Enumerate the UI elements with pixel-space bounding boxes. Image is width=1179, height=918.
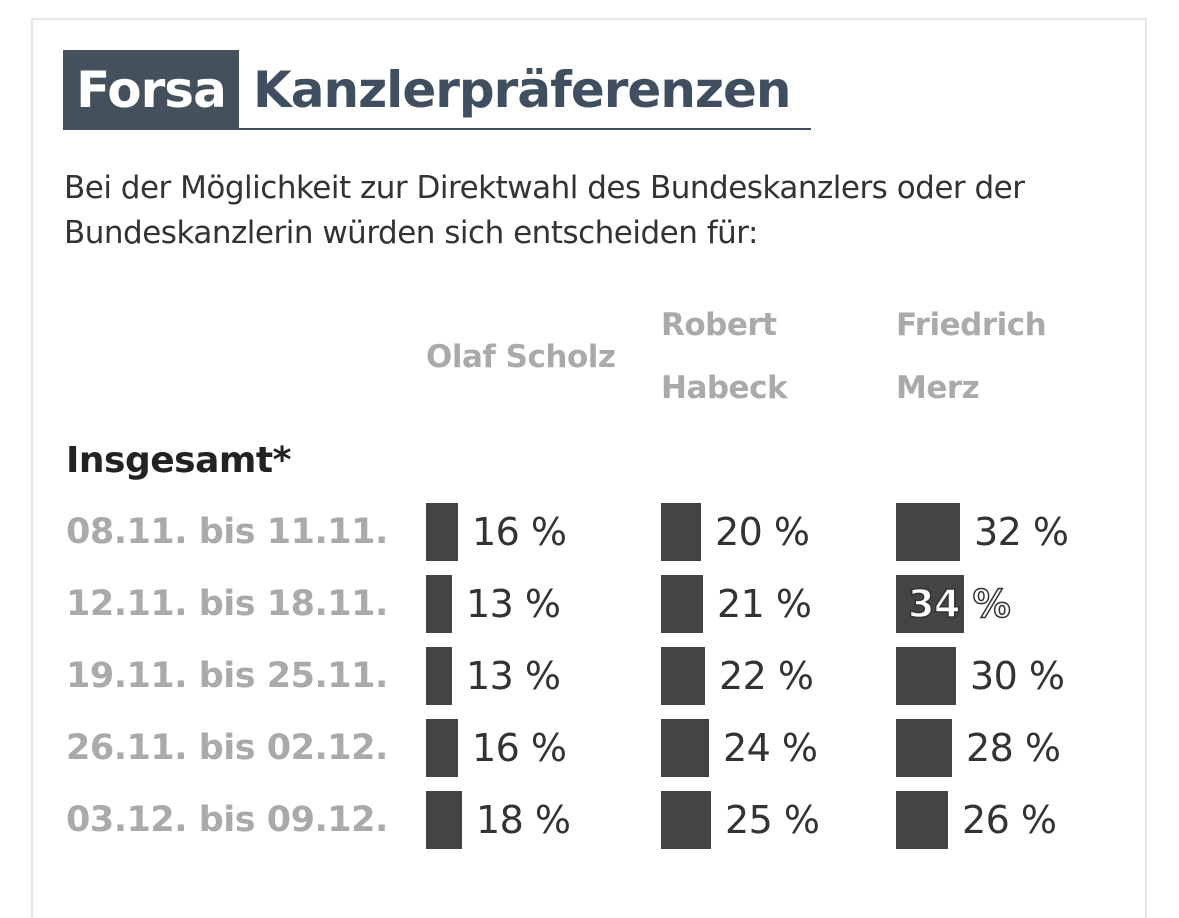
value-label-0-1: 13 %	[466, 582, 561, 626]
chart-subtitle: Bei der Möglichkeit zur Direktwahl des B…	[64, 170, 1025, 251]
bar-1-3	[661, 719, 709, 777]
column-header-1-line-0: Robert	[661, 307, 777, 343]
column-header-2-line-1: Merz	[896, 370, 980, 406]
value-label-2-4: 26 %	[962, 798, 1057, 842]
row-label-4: 03.12. bis 09.12.	[66, 800, 388, 840]
chart-title: Kanzlerpräferenzen	[253, 61, 792, 119]
bar-1-1	[661, 575, 703, 633]
value-label-2-0: 32 %	[974, 510, 1069, 554]
chart-card	[31, 18, 1147, 918]
bar-2-4	[896, 791, 948, 849]
bar-1-2	[661, 647, 705, 705]
bar-0-4	[426, 791, 462, 849]
value-label-2-1: 34 %	[907, 581, 1011, 627]
bar-2-3	[896, 719, 952, 777]
row-label-1: 12.11. bis 18.11.	[66, 584, 388, 624]
value-label-1-2: 22 %	[719, 654, 814, 698]
bar-2-0	[896, 503, 960, 561]
value-label-1-1: 21 %	[717, 582, 812, 626]
value-label-0-2: 13 %	[466, 654, 561, 698]
bar-1-0	[661, 503, 701, 561]
value-label-0-4: 18 %	[476, 798, 571, 842]
row-label-0: 08.11. bis 11.11.	[66, 512, 388, 552]
column-header-1-line-1: Habeck	[661, 370, 788, 406]
bar-0-3	[426, 719, 458, 777]
value-label-1-4: 25 %	[725, 798, 820, 842]
bar-0-1	[426, 575, 452, 633]
row-label-2: 19.11. bis 25.11.	[66, 656, 388, 696]
column-header-0-line-0: Olaf Scholz	[426, 339, 616, 375]
value-label-2-2: 30 %	[970, 654, 1065, 698]
value-label-0-0: 16 %	[472, 510, 567, 554]
value-label-1-3: 24 %	[723, 726, 818, 770]
bar-0-2	[426, 647, 452, 705]
value-label-2-3: 28 %	[966, 726, 1061, 770]
value-label-1-0: 20 %	[715, 510, 810, 554]
bar-2-1	[896, 575, 964, 633]
group-label: Insgesamt*	[66, 440, 291, 481]
value-label-0-3: 16 %	[472, 726, 567, 770]
source-badge: Forsa	[63, 50, 239, 130]
column-header-2-line-0: Friedrich	[896, 307, 1047, 343]
bar-1-4	[661, 791, 711, 849]
row-label-3: 26.11. bis 02.12.	[66, 728, 388, 768]
bar-0-0	[426, 503, 458, 561]
bar-2-2	[896, 647, 956, 705]
title-row: Forsa Kanzlerpräferenzen	[63, 50, 811, 130]
